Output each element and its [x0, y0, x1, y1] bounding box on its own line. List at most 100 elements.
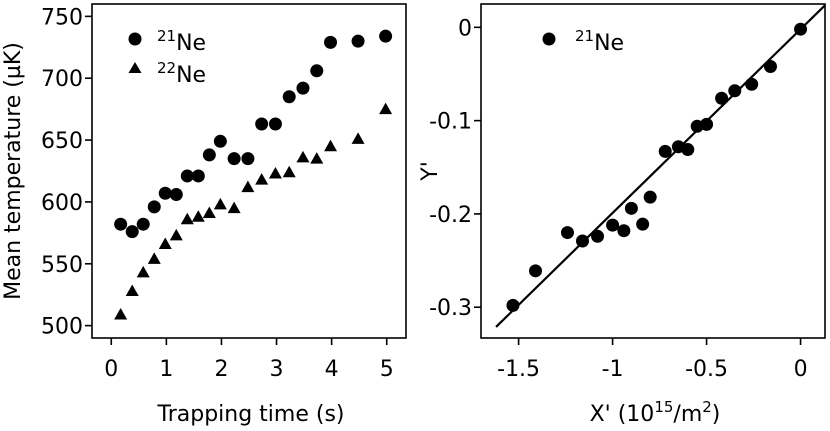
point-22ne-11: [241, 180, 255, 193]
point-21ne-2: [136, 217, 150, 231]
point-21ne-8: [202, 148, 216, 162]
point-22ne-1: [125, 284, 139, 296]
legend-marker-21ne-right: [542, 32, 556, 46]
left-x-tick-label: 3: [270, 357, 284, 382]
legend-label-21ne-right: 21Ne: [575, 27, 624, 56]
temperature-chart: 0 1 2 3 4 5 500 550 600 650 700 750 21Ne 22Ne Trapp…: [1, 3, 407, 427]
point-21ne-0: [114, 217, 128, 231]
left-legend: 21Ne 22Ne: [128, 27, 206, 88]
fit-line: [495, 4, 826, 328]
left-x-axis-title: Trapping time (s): [157, 402, 345, 427]
point-xy-1: [529, 264, 543, 278]
right-y-tick-label: 0: [458, 16, 472, 41]
point-xy-2: [560, 226, 574, 240]
point-22ne-17: [324, 139, 338, 152]
point-xy-18: [763, 60, 777, 74]
left-x-tick-label: 4: [325, 357, 339, 382]
xy-data-points: [506, 22, 808, 312]
left-y-tick-label: 750: [41, 5, 83, 30]
right-x-tick-label: -1.5: [497, 357, 540, 382]
left-y-tick-label: 650: [41, 129, 83, 154]
left-x-tick-label: 0: [104, 357, 118, 382]
left-y-tick-label: 550: [41, 253, 83, 278]
legend-marker-21ne-left: [128, 32, 142, 46]
right-x-tick-label: 0: [794, 357, 808, 382]
point-22ne-6: [180, 212, 194, 225]
point-xy-17: [745, 77, 759, 91]
legend-label-21ne-left: 21Ne: [157, 27, 206, 56]
left-x-tick-label: 2: [214, 357, 228, 382]
point-22ne-15: [296, 150, 310, 163]
point-21ne-16: [310, 64, 324, 78]
right-y-tick-label: -0.3: [429, 296, 472, 321]
point-21ne-10: [227, 152, 241, 166]
point-21ne-11: [241, 152, 255, 166]
left-y-tick-label: 700: [41, 67, 83, 92]
right-y-axis-title: Y': [418, 161, 443, 182]
point-21ne-13: [268, 117, 282, 131]
right-y-tick-label: -0.1: [429, 110, 472, 135]
right-x-tick-label: -0.5: [685, 357, 728, 382]
point-21ne-9: [213, 134, 227, 148]
point-21ne-17: [324, 35, 338, 49]
point-21ne-12: [255, 117, 269, 131]
point-21ne-5: [169, 188, 183, 202]
point-xy-15: [715, 91, 729, 105]
point-21ne-6: [180, 169, 194, 183]
left-x-tick-label: 5: [380, 357, 394, 382]
point-21ne-15: [296, 81, 310, 95]
point-xy-10: [658, 144, 672, 158]
point-21ne-3: [147, 200, 161, 214]
point-xy-4: [591, 229, 605, 243]
point-21ne-1: [125, 225, 139, 239]
point-xy-16: [728, 84, 742, 98]
right-y-tick-label: -0.2: [429, 203, 472, 228]
legend-label-22ne-left: 22Ne: [157, 59, 206, 88]
point-22ne-19: [379, 102, 393, 115]
point-xy-9: [643, 190, 657, 204]
point-22ne-10: [227, 201, 241, 214]
point-xy-7: [624, 201, 638, 215]
point-21ne-19: [379, 29, 393, 43]
right-plot-frame: [480, 3, 826, 339]
point-xy-0: [506, 298, 520, 312]
point-22ne-7: [191, 210, 205, 222]
left-y-tick-label: 600: [41, 191, 83, 216]
right-x-axis-title: X' (1015/m2): [590, 398, 721, 427]
left-axis-ticks: 0 1 2 3 4 5 500 550 600 650 700 750: [41, 5, 394, 382]
point-21ne-4: [158, 186, 172, 200]
point-22ne-2: [136, 265, 150, 278]
point-xy-6: [617, 224, 631, 238]
point-22ne-0: [114, 307, 128, 320]
point-22ne-3: [147, 252, 161, 264]
point-22ne-14: [282, 165, 296, 178]
point-xy-3: [576, 234, 590, 248]
point-xy-19: [794, 22, 808, 36]
left-plot-frame: [91, 3, 407, 339]
point-22ne-12: [255, 173, 269, 185]
point-22ne-9: [213, 197, 227, 210]
right-legend: 21Ne: [542, 27, 624, 56]
point-xy-12: [681, 143, 695, 157]
left-y-axis-title: Mean temperature (µK): [1, 42, 26, 300]
temperature-data-points: [114, 29, 393, 320]
point-xy-5: [606, 218, 620, 232]
right-x-tick-label: -1: [602, 357, 624, 382]
point-22ne-18: [351, 132, 365, 144]
legend-marker-22ne-left: [128, 62, 142, 73]
right-axis-ticks: -1.5 -1 -0.5 0 0 -0.1 -0.2 -0.3: [429, 16, 808, 382]
xy-fit-chart: -1.5 -1 -0.5 0 0 -0.1 -0.2 -0.3 21Ne X' (1015/m…: [418, 3, 826, 427]
point-xy-14: [700, 117, 714, 131]
point-22ne-4: [158, 237, 172, 249]
left-x-tick-label: 1: [159, 357, 173, 382]
point-22ne-5: [169, 228, 183, 241]
point-21ne-14: [282, 90, 296, 104]
point-21ne-18: [351, 34, 365, 48]
point-xy-8: [636, 217, 650, 231]
point-22ne-13: [268, 166, 282, 179]
point-22ne-8: [202, 206, 216, 219]
point-21ne-7: [191, 169, 205, 183]
point-22ne-16: [310, 152, 324, 164]
left-y-tick-label: 500: [41, 315, 83, 340]
